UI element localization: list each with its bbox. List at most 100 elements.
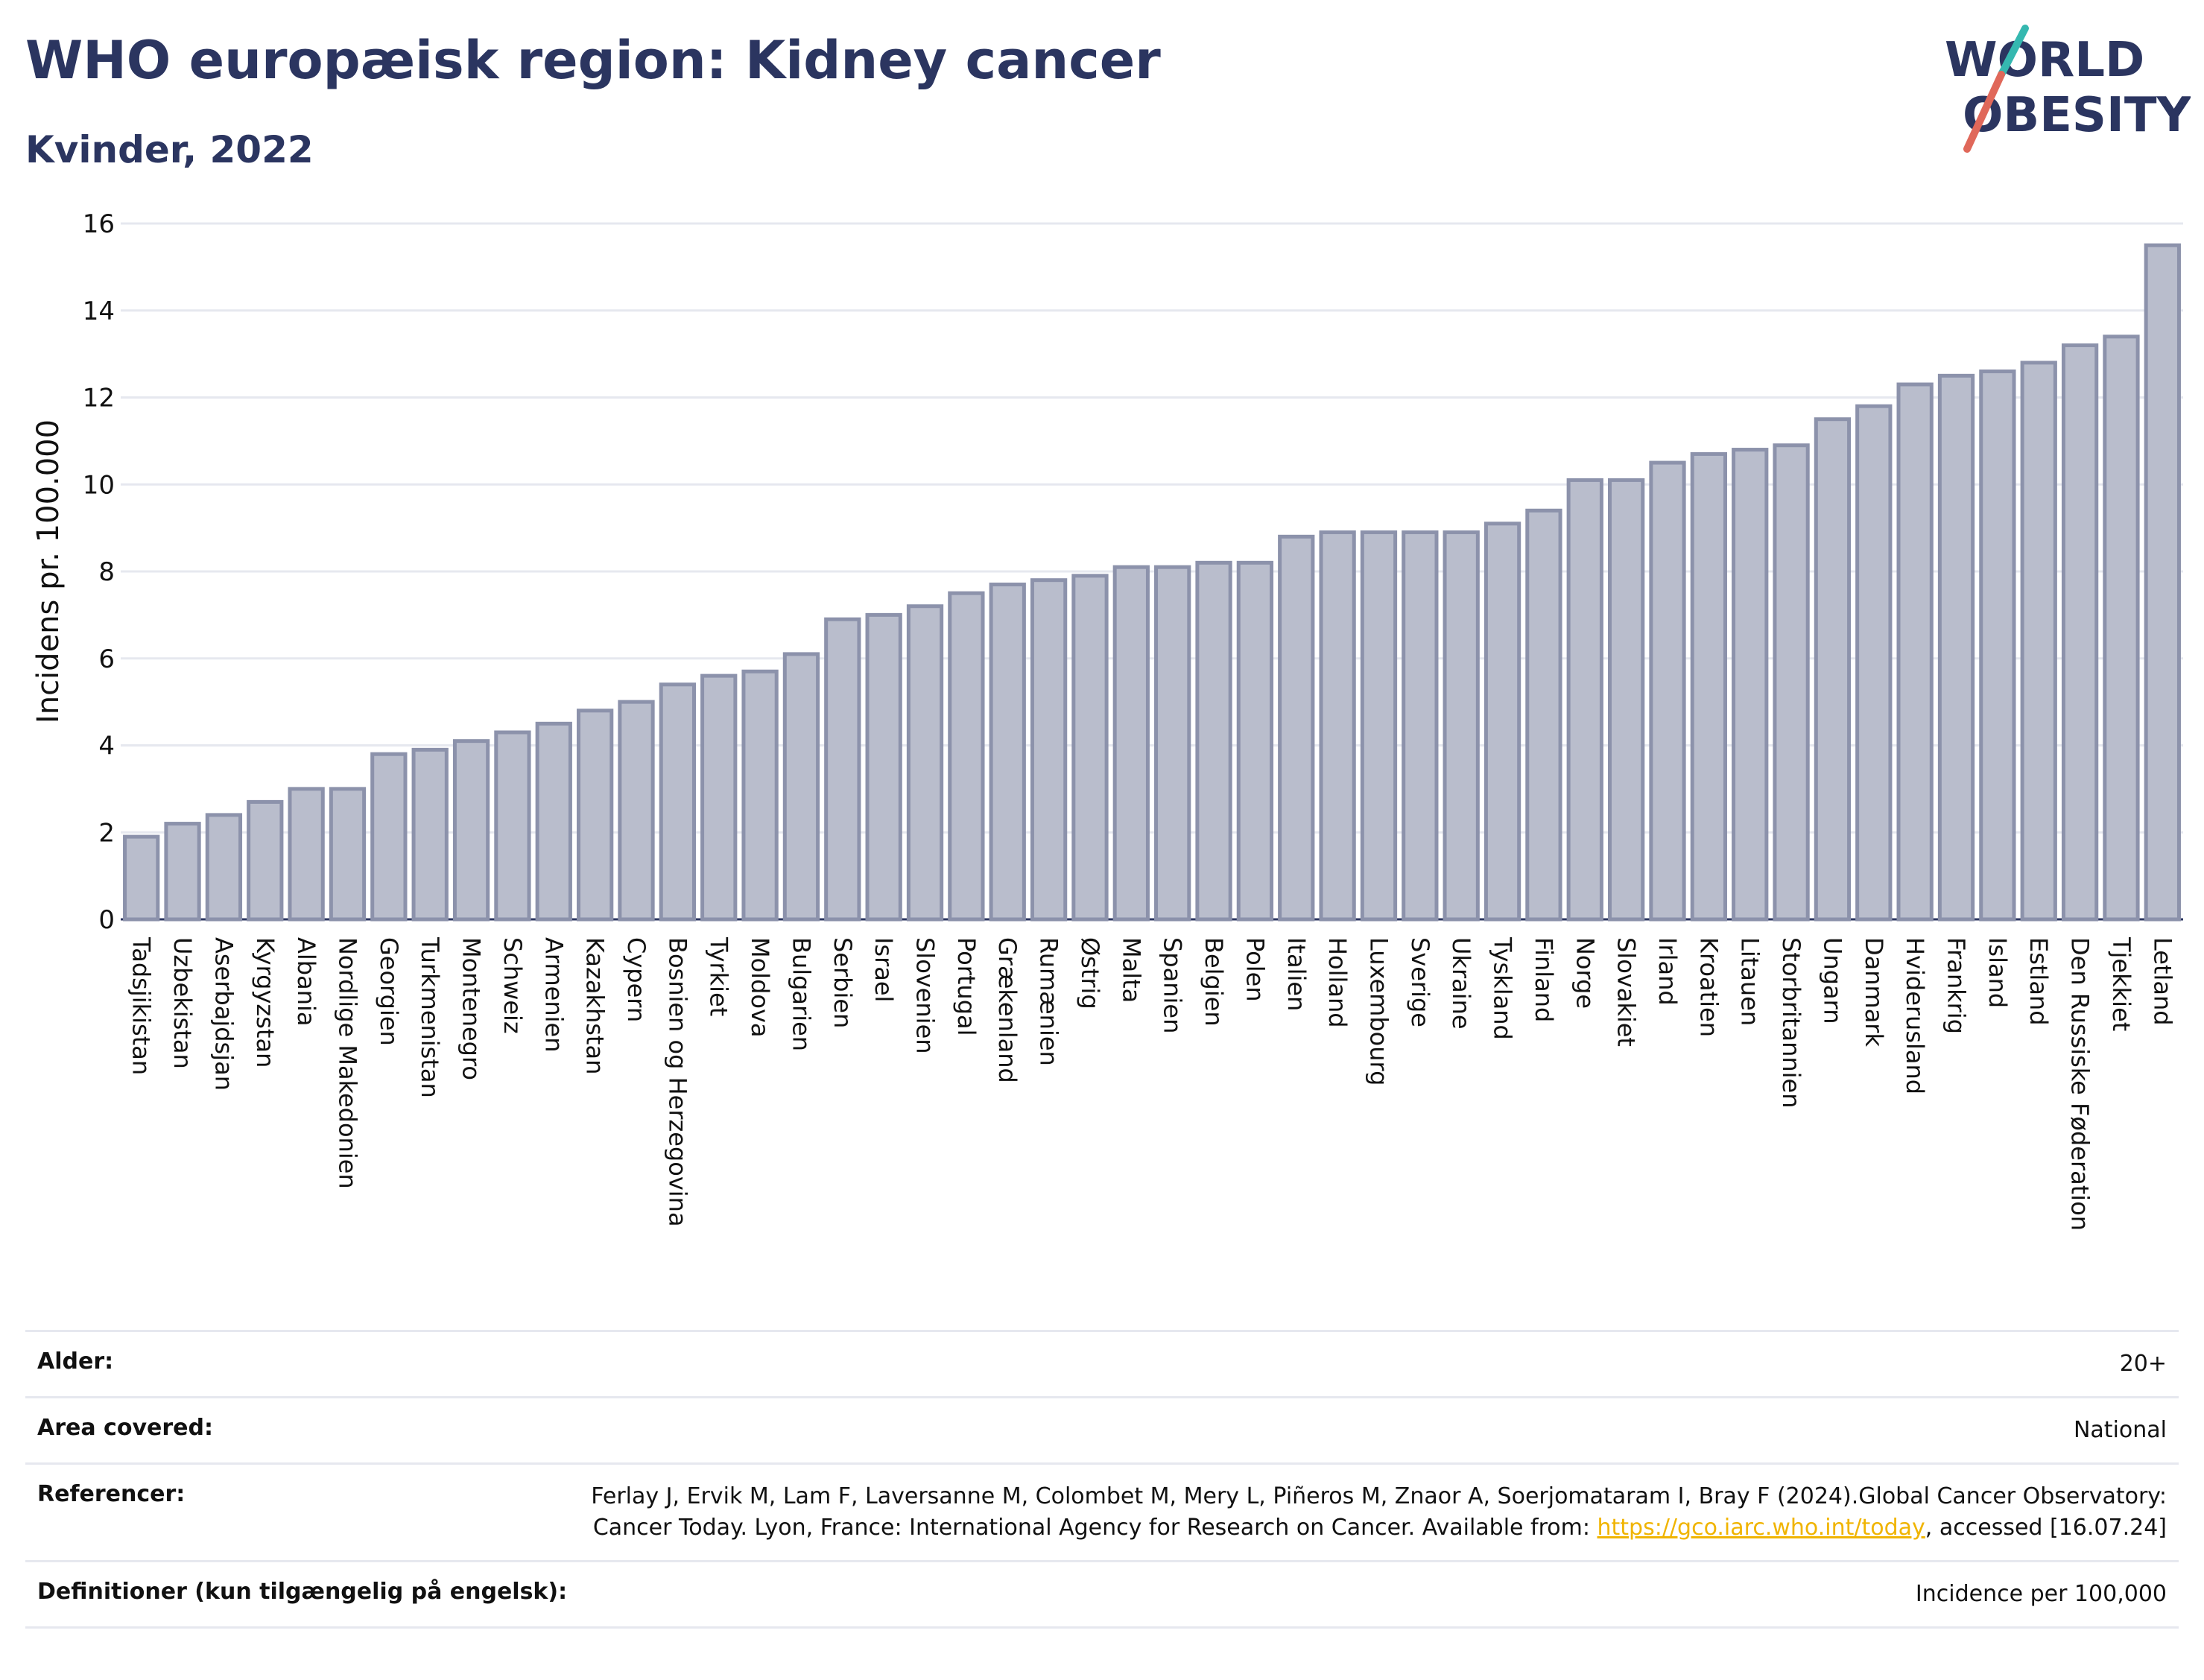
bar[interactable] [1030, 578, 1068, 922]
chart-title: WHO europæisk region: Kidney cancer [25, 30, 1161, 91]
reference-link[interactable]: https://gco.iarc.who.int/today [1597, 1515, 1925, 1541]
logo-line1: WORLD [1945, 33, 2144, 88]
bar[interactable] [1402, 530, 1439, 922]
x-tick-label: Turkmenistan [416, 936, 444, 1098]
meta-row-area: Area covered: National [25, 1398, 2179, 1465]
bar[interactable] [411, 747, 449, 922]
x-tick-label: Nordlige Makedonien [333, 937, 361, 1189]
bar[interactable] [205, 813, 243, 922]
x-tick-label: Tyskland [1489, 936, 1517, 1040]
x-tick-label: Hviderusland [1901, 937, 1929, 1094]
bar[interactable] [1483, 522, 1521, 922]
x-tick-label: Montenegro [457, 937, 486, 1080]
bar[interactable] [452, 739, 490, 922]
bar[interactable] [824, 617, 861, 922]
bar[interactable] [1814, 417, 1852, 922]
y-axis-label: Incidens pr. 100.000 [31, 419, 66, 723]
bar[interactable] [1566, 478, 1603, 922]
x-tick-label: Litauen [1736, 937, 1764, 1026]
bar[interactable] [576, 709, 614, 922]
bar[interactable] [700, 673, 738, 922]
x-tick-label: Ungarn [1818, 937, 1846, 1024]
bar[interactable] [1896, 382, 1934, 922]
x-tick-label: Danmark [1860, 937, 1888, 1047]
x-tick-label: Holland [1323, 937, 1352, 1028]
bar[interactable] [1855, 404, 1893, 922]
bar[interactable] [741, 669, 779, 922]
bar[interactable] [1278, 534, 1315, 922]
bar[interactable] [2144, 243, 2181, 922]
x-tick-label: Uzbekistan [168, 937, 197, 1069]
x-tick-label: Schweiz [498, 937, 527, 1034]
bar[interactable] [2061, 343, 2099, 922]
bar[interactable] [329, 787, 367, 922]
bar[interactable] [370, 752, 408, 922]
meta-value: 20+ [2119, 1351, 2167, 1377]
x-tick-label: Island [1983, 937, 2012, 1008]
y-tick-label: 14 [83, 297, 115, 326]
bar[interactable] [1690, 451, 1728, 922]
y-tick-label: 8 [98, 557, 115, 587]
y-tick-label: 4 [98, 732, 115, 761]
world-obesity-logo: WORLD OBESITY [1945, 25, 2191, 153]
x-tick-label: Tjekkiet [2107, 936, 2135, 1031]
x-tick-label: Bosnien og Herzegovina [663, 937, 691, 1227]
bar[interactable] [1773, 443, 1810, 922]
x-tick-label: Grækenland [993, 937, 1022, 1083]
bar[interactable] [535, 721, 572, 922]
bar[interactable] [618, 700, 655, 922]
bar[interactable] [164, 822, 201, 922]
bar-chart: 0 2 4 6 8 10 12 14 16 Tadsjikistan Uzbekistan Aser… [31, 209, 2183, 1231]
x-tick-label: Spanien [1159, 937, 1187, 1033]
bar[interactable] [1525, 508, 1562, 922]
x-tick-label: Østrig [1076, 937, 1104, 1009]
metadata-table: Alder: 20+ Area covered: National Refere… [25, 1330, 2179, 1629]
bar[interactable] [1979, 369, 2016, 922]
meta-row-references: Referencer: Ferlay J, Ervik M, Lam F, La… [25, 1465, 2179, 1562]
bar[interactable] [1319, 530, 1356, 922]
x-tick-label: Cypern [622, 937, 650, 1022]
x-tick-label: Rumænien [1035, 937, 1063, 1066]
bar[interactable] [989, 583, 1026, 922]
bar[interactable] [865, 612, 902, 922]
x-tick-label: Israel [870, 937, 898, 1002]
bar[interactable] [2020, 361, 2057, 922]
x-tick-label: Storbritannien [1777, 937, 1805, 1109]
logo-slash-coral [1963, 71, 2005, 153]
x-tick-label: Albania [292, 937, 320, 1026]
bar[interactable] [1937, 373, 1975, 922]
bar[interactable] [123, 834, 160, 922]
bar[interactable] [1071, 574, 1109, 922]
y-tick-label: 16 [83, 209, 115, 239]
bar[interactable] [1649, 460, 1686, 922]
x-tick-label: Portugal [952, 937, 981, 1036]
x-tick-label: Kazakhstan [581, 937, 609, 1074]
bar[interactable] [1360, 530, 1398, 922]
bar[interactable] [906, 604, 944, 922]
x-tick-label: Estland [2024, 937, 2053, 1026]
x-tick-label: Ukraine [1447, 937, 1475, 1030]
x-tick-label: Tadsjikistan [127, 936, 156, 1075]
meta-row-age: Alder: 20+ [25, 1332, 2179, 1398]
x-tick-label: Tyrkiet [705, 936, 733, 1016]
bar[interactable] [1443, 530, 1480, 922]
bar[interactable] [1195, 560, 1232, 922]
bar[interactable] [1112, 565, 1150, 922]
bar[interactable] [1732, 448, 1769, 922]
bar[interactable] [2103, 335, 2140, 922]
bar[interactable] [494, 730, 531, 922]
bar[interactable] [288, 787, 325, 922]
x-tick-label: Belgien [1200, 937, 1228, 1027]
bar[interactable] [1154, 565, 1191, 922]
bar[interactable] [948, 591, 985, 922]
bar[interactable] [1236, 560, 1274, 922]
bar[interactable] [659, 682, 697, 922]
x-tick-label: Slovenien [911, 937, 940, 1054]
x-tick-label: Georgien [375, 937, 403, 1046]
x-tick-label: Slovakiet [1612, 937, 1641, 1047]
bar[interactable] [1607, 478, 1645, 922]
y-tick-label: 0 [98, 905, 115, 935]
bar[interactable] [782, 652, 820, 922]
bar[interactable] [247, 799, 284, 922]
x-tick-label: Polen [1241, 937, 1269, 1002]
